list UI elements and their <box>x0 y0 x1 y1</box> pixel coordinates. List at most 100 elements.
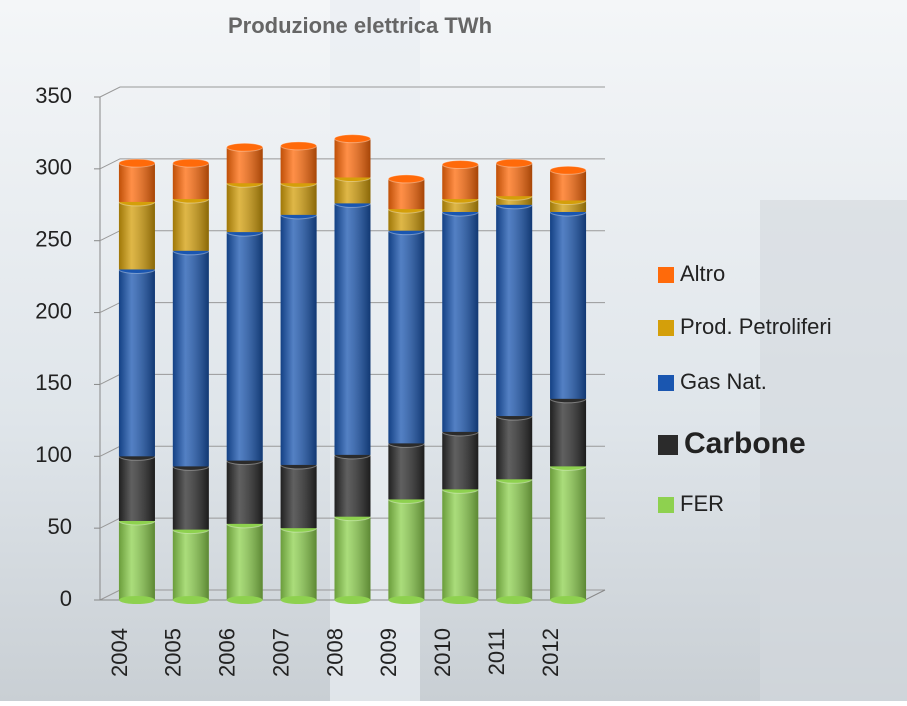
bar-shade <box>334 203 371 455</box>
bar-shade <box>550 398 587 467</box>
y-tick-label: 0 <box>60 586 72 611</box>
bar-shade <box>172 163 209 200</box>
bar-shade <box>280 183 317 215</box>
bar-shade <box>442 431 479 490</box>
grid-line <box>99 86 605 98</box>
bar-stack <box>549 165 587 604</box>
bar-bottom <box>388 596 425 604</box>
legend-swatch <box>658 435 678 455</box>
x-tick-label: 2005 <box>161 628 186 677</box>
bar-shade <box>496 416 533 480</box>
segment-edge <box>549 165 587 175</box>
legend-swatch <box>658 497 674 513</box>
legend-label: Carbone <box>684 427 806 460</box>
bar-shade <box>334 454 371 517</box>
bar-stack <box>226 142 264 604</box>
legend-label: Prod. Petroliferi <box>680 314 832 339</box>
bar-bottom <box>442 596 479 604</box>
bar-shade <box>280 145 317 184</box>
segment-edge <box>441 160 479 170</box>
bar-shade <box>334 177 371 204</box>
x-tick-label: 2006 <box>215 628 240 677</box>
bar-shade <box>226 460 263 524</box>
y-tick-label: 50 <box>48 514 72 539</box>
bar-shade <box>550 466 587 600</box>
legend-swatch <box>658 320 674 336</box>
bar-shade <box>550 211 587 399</box>
bar-shade <box>496 163 533 197</box>
segment-edge <box>387 174 425 184</box>
bar-shade <box>172 529 209 600</box>
bar-shade <box>226 232 263 461</box>
bar-shade <box>118 201 155 270</box>
legend-swatch <box>658 267 674 283</box>
bar-bottom <box>550 596 587 604</box>
bar-shade <box>388 209 425 231</box>
bar-shade <box>388 443 425 500</box>
bar-shade <box>334 516 371 600</box>
bar-shade <box>550 200 587 212</box>
y-tick-label: 100 <box>35 442 72 467</box>
bar-shade <box>172 250 209 467</box>
x-tick-label: 2009 <box>376 628 401 677</box>
bar-shade <box>496 196 533 205</box>
bar-shade <box>226 147 263 184</box>
bar-stack <box>441 160 479 604</box>
x-tick-label: 2007 <box>268 628 293 677</box>
x-tick-label: 2008 <box>322 628 347 677</box>
bar-shade <box>118 520 155 600</box>
bar-shade <box>172 199 209 251</box>
bar-shade <box>334 138 371 178</box>
y-tick-label: 300 <box>35 155 72 180</box>
x-tick-label: 2010 <box>430 628 455 677</box>
bar-stack <box>280 141 318 604</box>
bar-shade <box>550 170 587 201</box>
bar-bottom <box>226 596 263 604</box>
bar-bottom <box>496 596 533 604</box>
bar-shade <box>442 211 479 432</box>
segment-edge <box>172 158 210 168</box>
bar-shade <box>172 466 209 530</box>
bar-shade <box>442 489 479 600</box>
bar-shade <box>118 163 155 202</box>
bar-bottom <box>334 596 371 604</box>
segment-edge <box>334 134 371 144</box>
x-tick-label: 2012 <box>538 628 563 677</box>
x-tick-label: 2004 <box>107 628 132 677</box>
y-tick-label: 250 <box>35 227 72 252</box>
y-tick-label: 350 <box>35 83 72 108</box>
background-building <box>760 200 907 701</box>
y-tick-label: 200 <box>35 298 72 323</box>
bar-bottom <box>172 596 209 604</box>
chart-title: Produzione elettrica TWh <box>228 13 492 38</box>
legend-swatch <box>658 375 674 391</box>
segment-edge <box>118 158 156 168</box>
legend-label: FER <box>680 491 724 516</box>
bar-stack <box>387 174 425 604</box>
bar-shade <box>118 456 155 521</box>
x-tick-label: 2011 <box>484 628 509 675</box>
grid-line <box>99 158 605 170</box>
bar-shade <box>442 164 479 200</box>
bar-stack <box>495 158 533 604</box>
legend-label: Altro <box>680 261 725 286</box>
bar-bottom <box>280 596 317 604</box>
bar-shade <box>280 528 317 600</box>
segment-edge <box>495 158 533 168</box>
bar-shade <box>226 523 263 600</box>
bar-shade <box>388 499 425 600</box>
y-tick-label: 150 <box>35 370 72 395</box>
bar-shade <box>280 464 317 529</box>
bar-bottom <box>118 596 155 604</box>
bar-shade <box>280 214 317 465</box>
bar-stack <box>172 158 210 604</box>
segment-edge <box>226 142 264 152</box>
bar-shade <box>388 230 425 444</box>
bar-shade <box>118 269 155 457</box>
bar-stack <box>118 158 156 604</box>
legend-label: Gas Nat. <box>680 369 767 394</box>
bar-stack <box>334 134 371 604</box>
bar-shade <box>496 479 533 600</box>
segment-edge <box>280 141 318 151</box>
